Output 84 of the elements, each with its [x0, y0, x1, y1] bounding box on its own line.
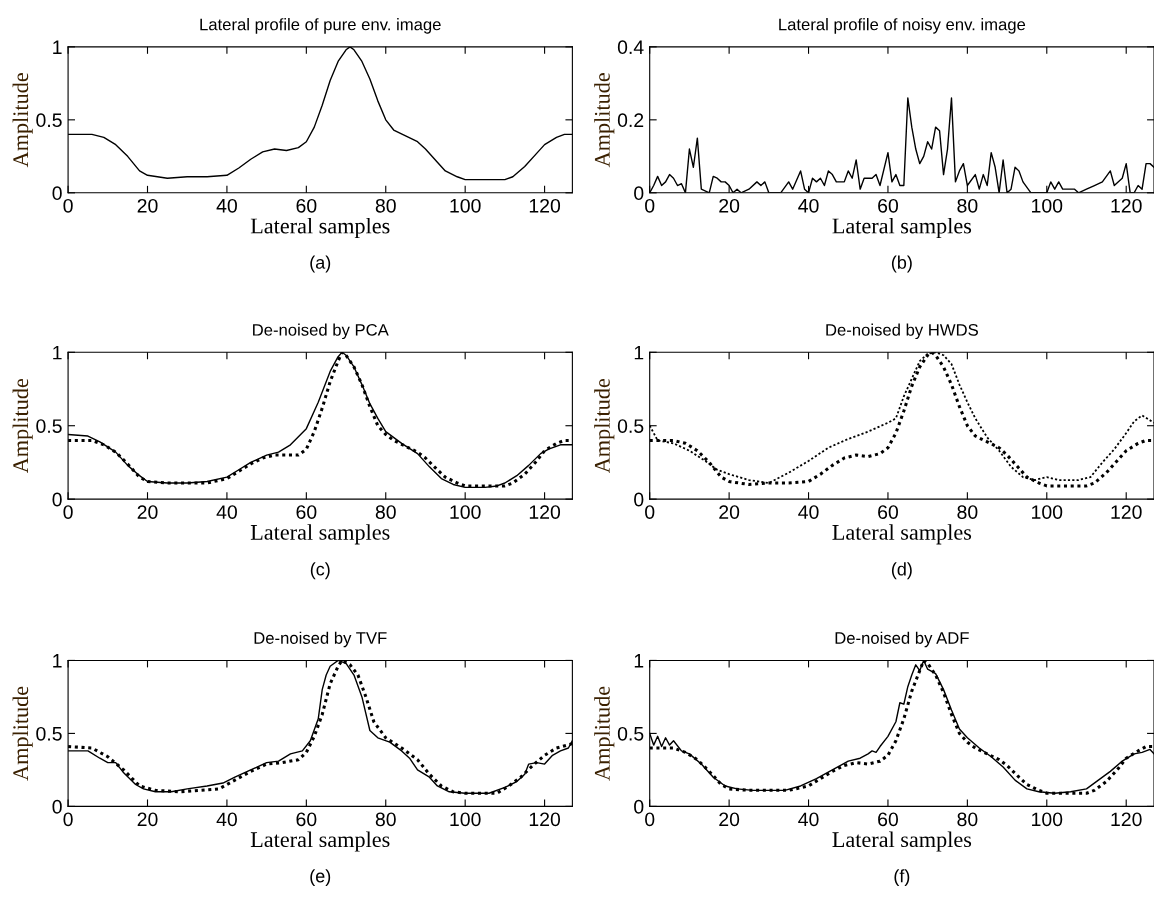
- x-tick-label: 100: [1032, 505, 1063, 519]
- y-axis-title: Amplitude: [594, 686, 615, 781]
- y-tick-label: 1: [53, 40, 62, 54]
- y-axis-title: Amplitude: [594, 378, 615, 474]
- x-tick-label: 80: [375, 812, 396, 827]
- y-axis-title: Amplitude: [12, 686, 33, 781]
- y-tick-label: 0.5: [617, 726, 644, 741]
- y-tick-label: 0.5: [36, 113, 62, 128]
- x-tick-label: 0: [63, 198, 73, 213]
- x-tick-label: 0: [645, 812, 655, 827]
- x-tick-label: 20: [719, 505, 740, 519]
- x-tick-label: 80: [957, 812, 978, 827]
- y-axis-title: Amplitude: [594, 73, 615, 168]
- y-tick-label: 0: [52, 492, 62, 507]
- text: (a): [310, 255, 331, 273]
- x-tick-label: 100: [1032, 198, 1063, 213]
- x-axis-title: Lateral samples: [832, 524, 972, 545]
- x-tick-label: 60: [296, 812, 317, 827]
- y-tick-label: 0: [634, 799, 644, 814]
- chart-title: Lateral profile of pure env. image: [200, 18, 441, 34]
- x-axis-title: Lateral samples: [832, 217, 972, 239]
- x-tick-label: 40: [216, 505, 237, 519]
- chart-title: De-noised by PCA: [253, 323, 389, 340]
- text: (c): [310, 562, 330, 580]
- x-tick-label: 0: [645, 505, 655, 519]
- chart-title: De-noised by ADF: [835, 631, 969, 648]
- x-axis-title: Lateral samples: [250, 524, 390, 545]
- x-tick-label: 60: [296, 198, 317, 213]
- x-tick-label: 60: [878, 505, 899, 519]
- x-tick-label: 120: [529, 198, 561, 213]
- x-tick-label: 80: [957, 505, 978, 519]
- x-tick-label: 120: [529, 812, 561, 827]
- x-tick-label: 60: [878, 812, 899, 827]
- x-tick-label: 100: [1032, 812, 1063, 827]
- x-tick-label: 100: [450, 812, 481, 827]
- y-tick-label: 0.5: [617, 419, 644, 433]
- x-tick-label: 0: [63, 505, 73, 519]
- x-tick-label: 40: [216, 812, 237, 827]
- y-tick-label: 1: [634, 654, 644, 668]
- x-tick-label: 100: [450, 198, 481, 213]
- y-tick-label: 0: [634, 186, 644, 201]
- x-axis-title: Lateral samples: [250, 831, 390, 852]
- x-tick-label: 80: [375, 198, 396, 213]
- y-tick-label: 0.5: [36, 726, 62, 741]
- chart-title: Lateral profile of noisy env. image: [779, 18, 1026, 34]
- x-tick-label: 0: [63, 812, 73, 827]
- y-tick-label: 0: [634, 492, 644, 507]
- y-tick-label: 1: [53, 654, 62, 668]
- text: (d): [891, 562, 912, 580]
- x-tick-label: 60: [878, 198, 899, 213]
- x-tick-label: 40: [798, 505, 819, 519]
- chart-title: De-noised by TVF: [254, 631, 387, 648]
- x-tick-label: 120: [529, 505, 561, 519]
- x-tick-label: 120: [1111, 812, 1142, 827]
- text: (b): [891, 255, 912, 273]
- y-axis-title: Amplitude: [12, 378, 33, 474]
- x-tick-label: 100: [450, 505, 481, 519]
- y-tick-label: 1: [53, 345, 62, 360]
- y-axis-title: Amplitude: [12, 73, 33, 168]
- x-tick-label: 20: [719, 812, 740, 827]
- x-tick-label: 80: [375, 505, 396, 519]
- text: (e): [310, 869, 331, 886]
- y-tick-label: 0: [52, 799, 62, 814]
- x-tick-label: 60: [296, 505, 317, 519]
- x-tick-label: 40: [798, 198, 819, 213]
- x-tick-label: 120: [1111, 198, 1142, 213]
- y-tick-label: 0.5: [36, 419, 62, 433]
- y-tick-label: 0.4: [617, 40, 644, 55]
- chart-title: De-noised by HWDS: [826, 323, 978, 340]
- x-tick-label: 20: [137, 812, 158, 827]
- x-tick-label: 40: [798, 812, 819, 827]
- x-axis-title: Lateral samples: [250, 217, 390, 239]
- x-tick-label: 40: [216, 198, 237, 213]
- x-tick-label: 20: [719, 198, 740, 213]
- text: (f): [894, 869, 910, 886]
- y-tick-label: 0.2: [617, 113, 644, 128]
- x-tick-label: 0: [645, 198, 655, 213]
- x-tick-label: 20: [137, 198, 158, 213]
- x-axis-title: Lateral samples: [832, 831, 972, 852]
- x-tick-label: 120: [1111, 505, 1142, 519]
- x-tick-label: 80: [957, 198, 978, 213]
- y-tick-label: 0: [52, 186, 62, 201]
- y-tick-label: 1: [634, 345, 644, 360]
- x-tick-label: 20: [137, 505, 158, 519]
